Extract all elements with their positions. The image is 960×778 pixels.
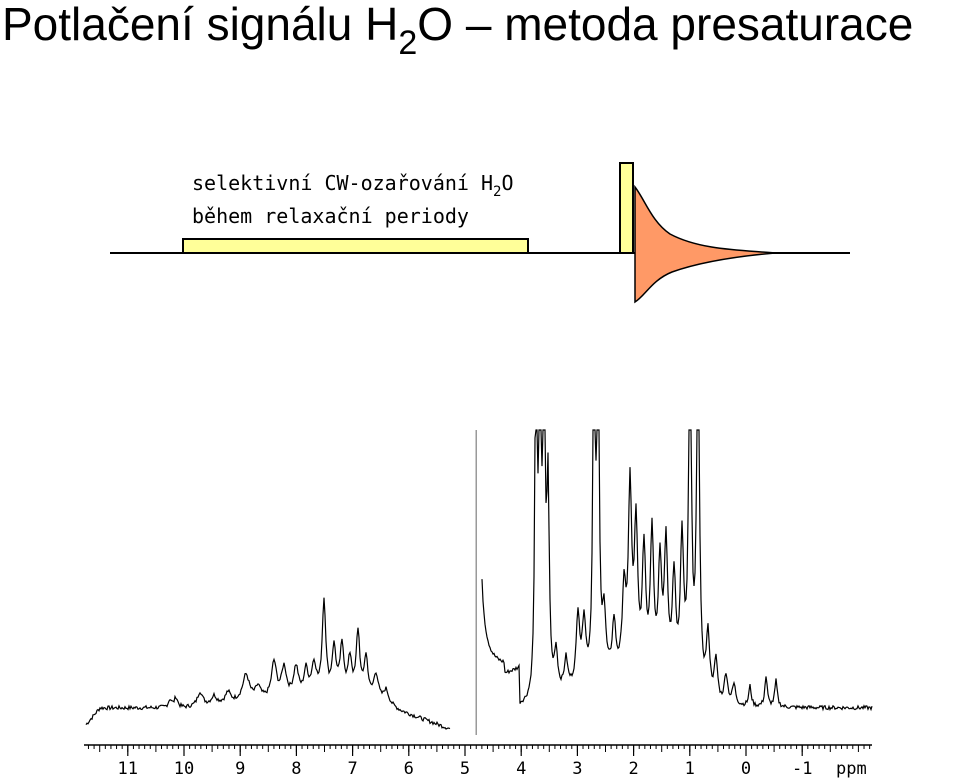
tick-label: 4 <box>516 759 526 778</box>
pulse-sequence-caption: selektivní CW-ozařování H2O během relaxa… <box>192 168 514 231</box>
cw-irradiation-block <box>182 238 529 254</box>
tick-label: 8 <box>291 759 301 778</box>
tick-label: 10 <box>174 759 194 778</box>
tick-label: 6 <box>404 759 414 778</box>
spectrum-trace-right <box>481 429 873 712</box>
tick-label: 1 <box>685 759 695 778</box>
tick-label: -1 <box>792 759 812 778</box>
major-ticks: 11 10 9 8 7 6 5 4 3 2 1 0 -1 <box>118 745 812 778</box>
tick-label: 0 <box>741 759 751 778</box>
spectrum-trace-left <box>85 597 451 730</box>
tick-label: 2 <box>628 759 638 778</box>
tick-label: 3 <box>572 759 582 778</box>
caption-line-2: během relaxační periody <box>192 204 469 228</box>
minor-ticks <box>87 745 871 752</box>
nmr-spectrum <box>85 429 873 735</box>
axis-unit-label: ppm <box>836 759 867 778</box>
caption-line-1: selektivní CW-ozařování H2O <box>192 171 514 200</box>
title-subscript: 2 <box>398 24 418 62</box>
tick-label: 7 <box>347 759 357 778</box>
fid-signal <box>634 184 776 304</box>
hard-pulse <box>619 162 634 254</box>
title-suffix: O – metoda presaturace <box>417 0 914 50</box>
page-title: Potlačení signálu H2O – metoda presatura… <box>2 0 914 62</box>
tick-label: 9 <box>235 759 245 778</box>
pulse-sequence <box>110 162 850 304</box>
ppm-axis: 11 10 9 8 7 6 5 4 3 2 1 0 -1 ppm <box>84 744 872 778</box>
tick-label: 5 <box>460 759 470 778</box>
tick-label: 11 <box>118 759 138 778</box>
title-prefix: Potlačení signálu H <box>2 0 399 50</box>
